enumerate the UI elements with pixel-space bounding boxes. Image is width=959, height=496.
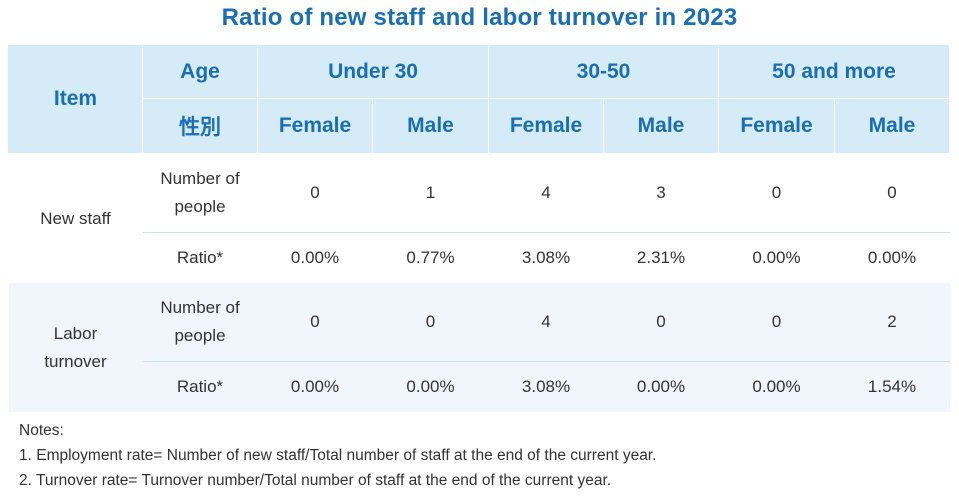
- header-age-group: 50 and more: [718, 44, 950, 99]
- group-label-labor-turnover: Labor turnover: [8, 283, 143, 412]
- table-row: Ratio* 0.00% 0.00% 3.08% 0.00% 0.00% 1.5…: [9, 361, 950, 412]
- table-cell: 4: [488, 153, 604, 233]
- table-cell: 0.00%: [372, 361, 489, 412]
- header-row-age: Item Age Under 30 30-50 50 and more: [8, 44, 950, 154]
- table-cell: 1: [372, 153, 489, 233]
- table-cell: 1.54%: [834, 361, 950, 412]
- table-cell: 0.77%: [372, 232, 489, 283]
- header-age-group: 30-50: [488, 44, 719, 99]
- table-row: New staff Number of people 0 1 4 3 0 0: [8, 153, 950, 283]
- staff-turnover-table: Item Age Under 30 30-50 50 and more 性別 F…: [8, 44, 950, 412]
- header-item: Item: [8, 44, 143, 154]
- table-cell: 0: [834, 153, 950, 233]
- note-item: 1. Employment rate= Number of new staff/…: [19, 447, 657, 464]
- header-gender-female: Female: [257, 98, 373, 154]
- table-cell: 0.00%: [603, 361, 719, 412]
- header-gender-male: Male: [603, 98, 719, 154]
- header-row-gender: 性別 Female Male Female Male Female Male: [9, 98, 950, 154]
- note-item: 2. Turnover rate= Turnover number/Total …: [19, 472, 612, 489]
- header-gender: 性別: [142, 98, 258, 154]
- table-cell: 0: [603, 283, 719, 362]
- row-label: Number of people: [142, 283, 258, 362]
- table-cell: 2: [834, 283, 950, 362]
- table-cell: 4: [488, 283, 604, 362]
- notes-section: Notes: 1. Employment rate= Number of new…: [19, 418, 656, 493]
- header-gender-female: Female: [718, 98, 835, 154]
- table-cell: 0.00%: [257, 361, 373, 412]
- table-cell: 0: [718, 283, 835, 362]
- table-cell: 0.00%: [257, 232, 373, 283]
- table-cell: 0: [718, 153, 835, 233]
- header-age: Age: [142, 44, 258, 99]
- table-cell: 0.00%: [718, 232, 835, 283]
- table-cell: 3.08%: [488, 232, 604, 283]
- table-cell: 3.08%: [488, 361, 604, 412]
- table-cell: 0: [257, 283, 373, 362]
- page-title: Ratio of new staff and labor turnover in…: [221, 4, 738, 31]
- table-cell: 0.00%: [834, 232, 950, 283]
- header-gender-female: Female: [488, 98, 604, 154]
- table-cell: 0: [257, 153, 373, 233]
- table-row: Labor turnover Number of people 0 0 4 0 …: [8, 283, 950, 412]
- notes-heading: Notes:: [19, 422, 64, 439]
- table-row: Ratio* 0.00% 0.77% 3.08% 2.31% 0.00% 0.0…: [9, 232, 950, 283]
- header-gender-male: Male: [834, 98, 950, 154]
- table-cell: 0: [372, 283, 489, 362]
- row-label: Ratio*: [142, 361, 258, 412]
- table-cell: 0.00%: [718, 361, 835, 412]
- group-label-new-staff: New staff: [8, 153, 143, 283]
- header-age-group: Under 30: [257, 44, 489, 99]
- row-label: Ratio*: [142, 232, 258, 283]
- header-gender-male: Male: [372, 98, 489, 154]
- table-cell: 3: [603, 153, 719, 233]
- row-label: Number of people: [142, 153, 258, 233]
- table-cell: 2.31%: [603, 232, 719, 283]
